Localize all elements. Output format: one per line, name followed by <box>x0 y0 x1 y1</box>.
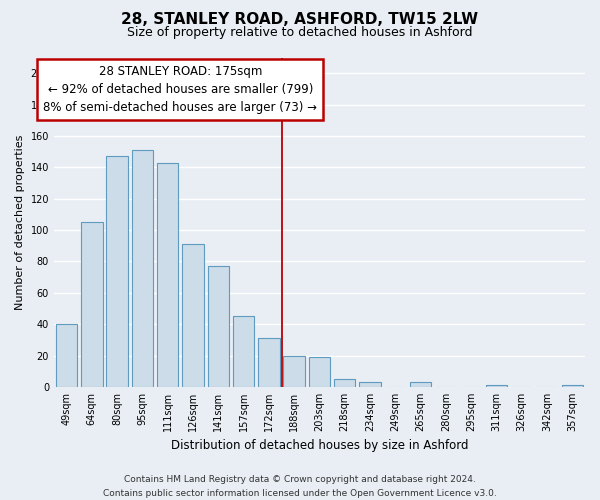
Bar <box>208 266 229 387</box>
Bar <box>258 338 280 387</box>
Text: Size of property relative to detached houses in Ashford: Size of property relative to detached ho… <box>127 26 473 39</box>
Bar <box>486 386 507 387</box>
Bar <box>283 356 305 387</box>
Text: 28, STANLEY ROAD, ASHFORD, TW15 2LW: 28, STANLEY ROAD, ASHFORD, TW15 2LW <box>121 12 479 28</box>
Text: 28 STANLEY ROAD: 175sqm
← 92% of detached houses are smaller (799)
8% of semi-de: 28 STANLEY ROAD: 175sqm ← 92% of detache… <box>43 66 317 114</box>
Bar <box>359 382 381 387</box>
Bar <box>81 222 103 387</box>
Text: Contains HM Land Registry data © Crown copyright and database right 2024.
Contai: Contains HM Land Registry data © Crown c… <box>103 476 497 498</box>
Bar <box>233 316 254 387</box>
Bar <box>182 244 204 387</box>
Bar <box>131 150 153 387</box>
Bar <box>157 162 178 387</box>
Bar <box>334 379 355 387</box>
X-axis label: Distribution of detached houses by size in Ashford: Distribution of detached houses by size … <box>171 440 468 452</box>
Bar <box>309 357 330 387</box>
Bar <box>56 324 77 387</box>
Bar <box>410 382 431 387</box>
Bar <box>562 386 583 387</box>
Bar <box>106 156 128 387</box>
Y-axis label: Number of detached properties: Number of detached properties <box>15 134 25 310</box>
